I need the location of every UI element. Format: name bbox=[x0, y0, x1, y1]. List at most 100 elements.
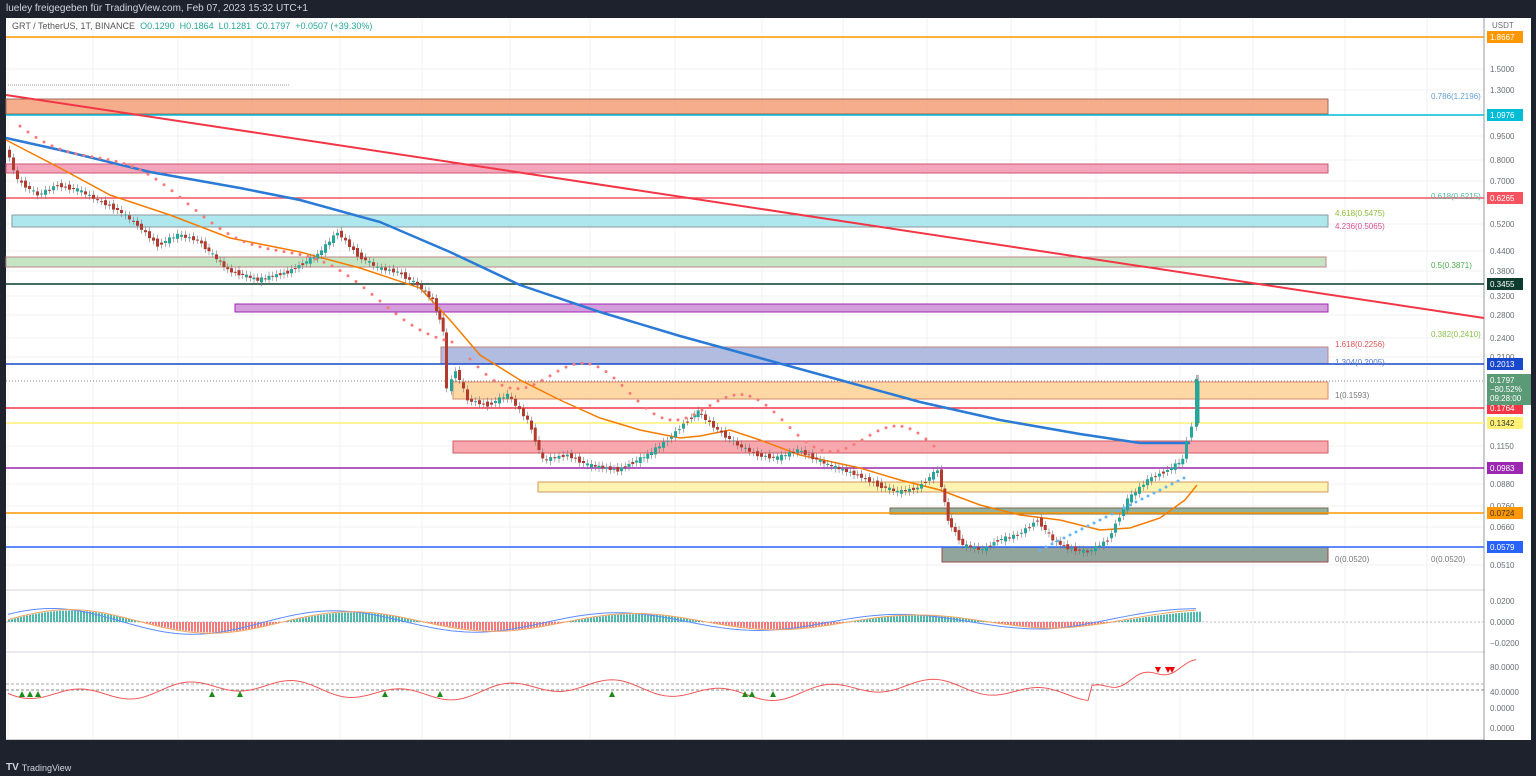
macd-histogram-bar bbox=[713, 622, 715, 624]
chart-frame[interactable]: GRT / TetherUS, 1T, BINANCE O0.1290 H0.1… bbox=[6, 18, 1530, 740]
candle-body bbox=[1055, 540, 1058, 542]
zone-orange-top[interactable] bbox=[5, 98, 1329, 115]
candle-body bbox=[32, 190, 35, 192]
price-chart-canvas[interactable]: 0.786(1.2196) 0.618(0.6215) 4.618(0.5475) 4… bbox=[0, 0, 1536, 740]
zone-purple[interactable] bbox=[234, 303, 1329, 313]
zone-green[interactable] bbox=[5, 256, 1327, 268]
price-tag[interactable]: 0.3455 bbox=[1487, 278, 1523, 290]
candle-body bbox=[557, 455, 561, 459]
macd-histogram-bar bbox=[191, 622, 193, 632]
macd-histogram-bar bbox=[482, 622, 484, 631]
price-tag[interactable]: 0.2013 bbox=[1487, 358, 1523, 370]
candle-body bbox=[977, 546, 980, 550]
macd-histogram-bar bbox=[428, 622, 430, 623]
candle-body bbox=[856, 474, 860, 476]
sar-dot bbox=[426, 332, 430, 336]
sar-dot bbox=[146, 172, 150, 176]
price-tag[interactable]: 0.0983 bbox=[1487, 462, 1523, 474]
macd-histogram-bar bbox=[1052, 622, 1054, 628]
macd-histogram-bar bbox=[371, 613, 373, 622]
zone-red[interactable] bbox=[452, 440, 1329, 454]
price-tag[interactable]: 0.1342 bbox=[1487, 417, 1523, 429]
candle-body bbox=[704, 414, 707, 420]
price-tick-label: 1.3000 bbox=[1490, 86, 1515, 95]
zone-gray-green[interactable] bbox=[941, 546, 1329, 563]
candle-body bbox=[700, 413, 703, 415]
share-header: lueley freigegeben für TradingView.com, … bbox=[0, 0, 1536, 18]
candle-body bbox=[1008, 537, 1011, 539]
macd-histogram-bar bbox=[911, 615, 913, 622]
price-tick-label: 0.8000 bbox=[1490, 156, 1515, 165]
sar-dot bbox=[516, 387, 520, 391]
macd-histogram-bar bbox=[1043, 622, 1045, 628]
macd-histogram-bar bbox=[779, 622, 781, 630]
macd-histogram-bar bbox=[935, 615, 937, 622]
sar-dot bbox=[572, 362, 576, 366]
candle-body bbox=[953, 526, 957, 533]
sar-dot bbox=[226, 232, 230, 236]
macd-histogram-bar bbox=[95, 612, 97, 622]
zone-blue[interactable] bbox=[440, 346, 1329, 365]
buy-signal-icon bbox=[609, 691, 615, 697]
sar-dot bbox=[628, 391, 632, 395]
macd-histogram-bar bbox=[593, 617, 595, 622]
zone-yellow[interactable] bbox=[537, 481, 1329, 493]
macd-histogram-bar bbox=[653, 614, 655, 622]
candle-body bbox=[696, 410, 700, 418]
zone-pink[interactable] bbox=[5, 163, 1329, 174]
candle-body bbox=[388, 269, 391, 271]
candle-body bbox=[1036, 520, 1039, 522]
price-tag[interactable]: 0.0579 bbox=[1487, 541, 1523, 553]
sar-dot bbox=[402, 318, 406, 322]
symbol-name: GRT / TetherUS, 1T, BINANCE bbox=[12, 21, 136, 31]
macd-histogram-bar bbox=[995, 622, 997, 623]
fib-level-label: 0(0.0520) bbox=[1431, 555, 1466, 564]
zone-dark-green[interactable] bbox=[889, 507, 1329, 515]
macd-histogram-bar bbox=[89, 611, 91, 622]
macd-histogram-bar bbox=[347, 612, 349, 622]
last-price-text: 0.1797 bbox=[1490, 376, 1515, 385]
macd-histogram-bar bbox=[629, 614, 631, 622]
sar-dot bbox=[748, 394, 752, 398]
sar-dot bbox=[780, 418, 784, 422]
candle-body bbox=[826, 463, 830, 465]
macd-histogram-bar bbox=[485, 622, 487, 631]
candle-body bbox=[593, 465, 597, 467]
descending-trendline[interactable] bbox=[5, 94, 1485, 319]
candle-body bbox=[788, 452, 791, 457]
price-tag[interactable]: 0.6265 bbox=[1487, 192, 1523, 204]
macd-histogram-bar bbox=[641, 614, 643, 622]
sar-dot bbox=[1158, 488, 1162, 492]
macd-histogram-bar bbox=[722, 622, 724, 625]
last-price-tag[interactable]: 0.1797−80.52%09:28:00 bbox=[1487, 374, 1531, 405]
price-tag[interactable]: 0.0724 bbox=[1487, 507, 1523, 519]
macd-histogram-bar bbox=[1019, 622, 1021, 626]
brand[interactable]: TV TradingView bbox=[6, 762, 71, 773]
macd-histogram-bar bbox=[878, 617, 880, 622]
candle-body bbox=[470, 398, 473, 402]
candle-body bbox=[864, 478, 867, 480]
macd-histogram-bar bbox=[1013, 622, 1015, 626]
candle-body bbox=[305, 261, 308, 264]
price-tag[interactable]: 1.8667 bbox=[1487, 31, 1523, 43]
price-tick-label: 0.7000 bbox=[1490, 177, 1515, 186]
candle-body bbox=[44, 189, 47, 195]
candle-body bbox=[892, 488, 895, 491]
candle-body bbox=[372, 262, 375, 266]
price-tag[interactable]: 1.0976 bbox=[1487, 109, 1523, 121]
macd-histogram-bar bbox=[587, 618, 589, 622]
macd-histogram-bar bbox=[500, 622, 502, 631]
macd-histogram-bar bbox=[614, 614, 616, 622]
sar-dot bbox=[434, 335, 438, 339]
macd-histogram-bar bbox=[752, 622, 754, 629]
candle-body bbox=[245, 274, 248, 278]
candle-body bbox=[226, 267, 230, 270]
macd-histogram-bar bbox=[293, 619, 295, 622]
candle-body bbox=[128, 215, 131, 220]
sar-dot bbox=[492, 379, 496, 383]
macd-histogram-bar bbox=[113, 615, 115, 622]
macd-histogram-bar bbox=[149, 622, 151, 624]
price-tick-label: 0.9500 bbox=[1490, 132, 1515, 141]
macd-histogram-bar bbox=[53, 611, 55, 622]
zone-cyan[interactable] bbox=[11, 214, 1329, 228]
